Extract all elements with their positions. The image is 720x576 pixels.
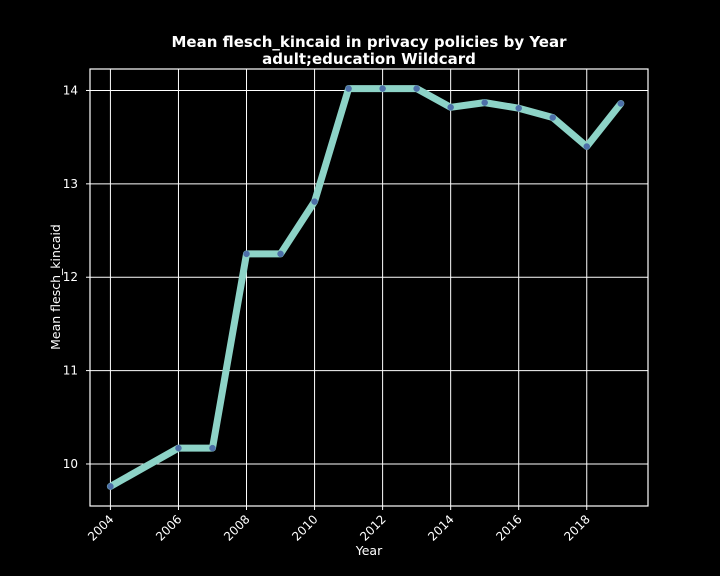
x-tick-label: 2006 — [153, 512, 184, 543]
plot-area — [86, 68, 649, 510]
data-point — [345, 85, 352, 92]
x-tick-labels: 2004 2006 2008 2010 2012 2014 2016 2018 — [85, 512, 593, 543]
data-point — [107, 483, 114, 490]
y-tick-labels: 10 11 12 13 14 — [63, 83, 78, 471]
data-point — [549, 114, 556, 121]
data-point — [277, 250, 284, 258]
data-point — [481, 99, 488, 106]
data-point — [515, 104, 522, 112]
grid — [86, 69, 648, 510]
data-point — [311, 198, 318, 205]
y-tick-label: 14 — [63, 83, 78, 97]
y-axis-label: Mean flesch_kincaid — [48, 224, 63, 350]
y-tick-label: 10 — [63, 457, 78, 471]
data-point — [175, 444, 182, 452]
data-point — [243, 250, 250, 258]
data-point — [413, 85, 420, 92]
y-tick-label: 13 — [63, 177, 78, 191]
y-tick-label: 12 — [63, 270, 78, 284]
series — [106, 85, 625, 490]
series-line — [106, 85, 625, 490]
data-point — [447, 104, 454, 111]
data-point — [583, 143, 591, 150]
x-tick-label: 2014 — [425, 512, 456, 543]
x-tick-label: 2008 — [221, 512, 252, 543]
x-tick-label: 2012 — [357, 512, 388, 543]
chart-title: Mean flesch_kincaid in privacy policies … — [171, 33, 567, 51]
x-tick-label: 2004 — [85, 512, 116, 543]
data-point — [617, 100, 625, 107]
chart-subtitle: adult;education Wildcard — [262, 50, 476, 68]
x-axis-label: Year — [355, 543, 383, 558]
x-tick-label: 2010 — [289, 512, 320, 543]
y-tick-label: 11 — [63, 364, 78, 378]
data-point — [379, 85, 386, 92]
x-tick-label: 2016 — [493, 512, 524, 543]
plot-frame — [89, 68, 649, 507]
x-tick-label: 2018 — [561, 512, 592, 543]
data-point — [209, 444, 216, 452]
